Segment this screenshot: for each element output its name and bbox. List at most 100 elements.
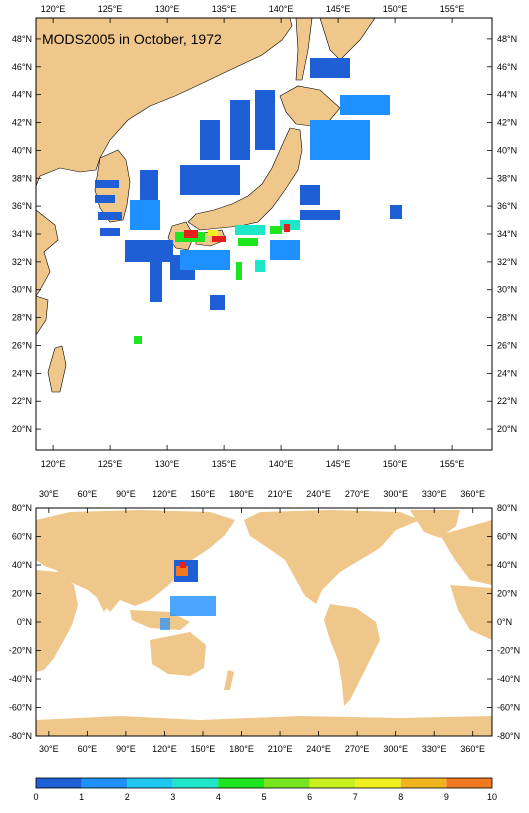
top-map-bottom-lon-label: 145°E — [326, 459, 351, 469]
top-map-top-lon-label: 155°E — [440, 4, 465, 14]
colorbar: 0 1 2 3 4 5 6 7 8 9 10 — [33, 777, 497, 802]
colorbar-label: 2 — [125, 792, 130, 802]
bottom-map-left-lat-label: 40°N — [12, 560, 32, 570]
top-map-left-lat-label: 46°N — [12, 62, 32, 72]
bottom-map-top-lon-label: 150°E — [191, 489, 216, 499]
bottom-map-left-lat-label: 60°N — [12, 532, 32, 542]
bottom-map-top-lon-label: 210°E — [268, 489, 293, 499]
top-map-left-lat-label: 48°N — [12, 34, 32, 44]
top-map-left-lat-label: 22°N — [12, 396, 32, 406]
colorbar-label: 7 — [353, 792, 358, 802]
top-map-top-lon-label: 145°E — [326, 4, 351, 14]
top-map-bottom-lon-label: 125°E — [98, 459, 123, 469]
map-title: MODS2005 in October, 1972 — [42, 31, 222, 47]
bottom-map-right-lat-label: -60°N — [497, 703, 520, 713]
bottom-map-top-lon-label: 240°E — [306, 489, 331, 499]
bottom-map-left-lat-label: 20°N — [12, 589, 32, 599]
top-map-left-lat-label: 36°N — [12, 201, 32, 211]
top-map-top-lon-label: 130°E — [155, 4, 180, 14]
bottom-map-top-lon-label: 60°E — [78, 489, 98, 499]
top-map-top-lon-label: 150°E — [383, 4, 408, 14]
bottom-map-bottom-lon-label: 120°E — [152, 744, 177, 754]
bottom-map-top-lon-label: 120°E — [152, 489, 177, 499]
top-map-top-lon-label: 140°E — [269, 4, 294, 14]
colorbar-cell — [264, 778, 310, 788]
colorbar-cell — [218, 778, 264, 788]
bottom-map-left-lat-label: -40°N — [9, 674, 32, 684]
top-map-right-lat-label: 40°N — [497, 145, 517, 155]
top-map-right-lat-label: 36°N — [497, 201, 517, 211]
colorbar-cell — [127, 778, 173, 788]
colorbar-label: 9 — [444, 792, 449, 802]
top-map-right-lat-label: 34°N — [497, 229, 517, 239]
bottom-map-top-lon-label: 30°E — [39, 489, 59, 499]
top-map-left-lat-label: 24°N — [12, 368, 32, 378]
bottom-map-right-lat-label: 60°N — [497, 532, 517, 542]
top-map-bottom-lon-label: 150°E — [383, 459, 408, 469]
colorbar-label: 1 — [79, 792, 84, 802]
top-map-bottom-lon-label: 155°E — [440, 459, 465, 469]
bottom-map-bottom-lon-label: 30°E — [39, 744, 59, 754]
top-map-right-lat-label: 32°N — [497, 257, 517, 267]
top-map-left-lat-label: 30°N — [12, 285, 32, 295]
colorbar-frame — [35, 777, 493, 789]
bottom-map-data-cells — [160, 560, 216, 630]
bottom-map-ticks — [36, 507, 492, 737]
colorbar-label: 10 — [487, 792, 497, 802]
colorbar-cell — [355, 778, 401, 788]
bottom-map-bottom-lon-label: 300°E — [383, 744, 408, 754]
bottom-map-top-lon-label: 180°E — [229, 489, 254, 499]
colorbar-label: 3 — [170, 792, 175, 802]
colorbar-label: 8 — [398, 792, 403, 802]
top-map-left-lat-label: 44°N — [12, 90, 32, 100]
bottom-map-left-lat-label: 0°N — [17, 617, 32, 627]
top-map-right-lat-label: 26°N — [497, 340, 517, 350]
bottom-map-right-lat-label: 20°N — [497, 589, 517, 599]
bottom-map-right-lat-label: -20°N — [497, 646, 520, 656]
bottom-map-grid-labels: 30°E 60°E 90°E 120°E 150°E 180°E 210°E 240°E 270… — [9, 489, 520, 754]
top-map: 120°E 125°E 130°E 135°E 140°E 145°E 150°E 155°E… — [12, 4, 517, 469]
top-map-right-lat-label: 22°N — [497, 396, 517, 406]
bottom-map-bottom-lon-label: 360°E — [460, 744, 485, 754]
bottom-map-bottom-lon-label: 60°E — [78, 744, 98, 754]
top-map-left-lat-label: 32°N — [12, 257, 32, 267]
bottom-map-right-lat-label: 80°N — [497, 503, 517, 513]
top-map-right-lat-label: 42°N — [497, 118, 517, 128]
top-map-right-lat-label: 48°N — [497, 34, 517, 44]
bottom-map: 30°E 60°E 90°E 120°E 150°E 180°E 210°E 240°E 270… — [9, 489, 520, 754]
bottom-map-bottom-lon-label: 90°E — [116, 744, 136, 754]
top-map-left-lat-label: 20°N — [12, 424, 32, 434]
top-map-right-lat-label: 38°N — [497, 173, 517, 183]
bottom-map-bottom-lon-label: 270°E — [345, 744, 370, 754]
top-map-bottom-lon-label: 135°E — [212, 459, 237, 469]
colorbar-cell — [81, 778, 128, 788]
top-map-left-lat-label: 26°N — [12, 340, 32, 350]
top-map-ticks — [36, 18, 492, 450]
bottom-map-right-lat-label: 0°N — [497, 617, 512, 627]
top-map-top-lon-label: 120°E — [41, 4, 66, 14]
top-map-left-lat-label: 28°N — [12, 313, 32, 323]
bottom-map-right-lat-label: 40°N — [497, 560, 517, 570]
top-map-right-lat-label: 44°N — [497, 90, 517, 100]
bottom-map-bottom-lon-label: 330°E — [422, 744, 447, 754]
bottom-map-bottom-lon-label: 210°E — [268, 744, 293, 754]
bottom-map-top-lon-label: 300°E — [383, 489, 408, 499]
top-map-right-lat-label: 46°N — [497, 62, 517, 72]
top-map-left-lat-label: 38°N — [12, 173, 32, 183]
bottom-map-top-lon-label: 270°E — [345, 489, 370, 499]
bottom-map-left-lat-label: -60°N — [9, 703, 32, 713]
top-map-top-lon-label: 135°E — [212, 4, 237, 14]
bottom-map-right-lat-label: -80°N — [497, 731, 520, 741]
bottom-map-top-lon-label: 330°E — [422, 489, 447, 499]
bottom-map-top-lon-label: 90°E — [116, 489, 136, 499]
colorbar-labels: 0 1 2 3 4 5 6 7 8 9 10 — [33, 792, 497, 802]
colorbar-label: 5 — [261, 792, 266, 802]
colorbar-cell — [446, 778, 492, 788]
top-map-top-lon-label: 125°E — [98, 4, 123, 14]
top-map-right-lat-label: 24°N — [497, 368, 517, 378]
bottom-map-left-lat-label: -80°N — [9, 731, 32, 741]
top-map-left-lat-label: 40°N — [12, 145, 32, 155]
bottom-map-left-lat-label: 80°N — [12, 503, 32, 513]
bottom-map-left-lat-label: -20°N — [9, 646, 32, 656]
